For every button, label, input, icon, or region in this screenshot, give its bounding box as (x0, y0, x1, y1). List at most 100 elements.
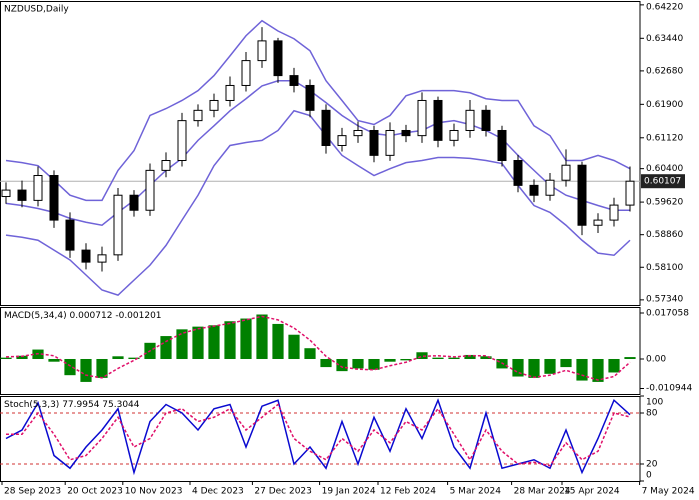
x-tick-label: 28 Sep 2023 (4, 487, 61, 497)
y-tick-label: 0.017058 (646, 309, 689, 319)
histogram-bar (192, 326, 204, 359)
histogram-bar (288, 334, 300, 359)
candle-body (209, 99, 219, 111)
candle-body (385, 129, 395, 156)
histogram-bar (0, 357, 12, 359)
histogram-bar (64, 358, 76, 376)
current-price-box (641, 174, 685, 189)
candle-body (81, 249, 91, 263)
histogram-bar (96, 358, 108, 378)
x-tick-label: 4 Dec 2023 (192, 487, 244, 497)
candle-body (369, 129, 379, 156)
y-tick-label: 0.61120 (646, 133, 683, 143)
histogram-bar (224, 321, 236, 359)
candle-body (609, 204, 619, 221)
histogram-bar (480, 356, 492, 359)
histogram-bar (576, 358, 588, 381)
y-tick-label: 0.59620 (646, 198, 683, 208)
y-tick-label: 80 (646, 409, 658, 419)
candle-body (33, 175, 43, 201)
candle-body (417, 99, 427, 137)
candle-body (497, 129, 507, 162)
histogram-bar (528, 358, 540, 378)
candle-body (65, 219, 75, 251)
histogram-bar (608, 358, 620, 373)
candle-body (321, 109, 331, 146)
candle-body (593, 219, 603, 226)
candle-body (257, 40, 267, 62)
panel-frame (0, 307, 641, 395)
line-series (5, 315, 631, 381)
histogram-bar (272, 323, 284, 359)
histogram-bar (464, 354, 476, 359)
y-tick-label: 0.63440 (646, 34, 683, 44)
histogram-bar (160, 336, 172, 359)
indicator-value: -0.001201 (115, 311, 161, 321)
candle-body (129, 194, 139, 211)
candle-body (433, 99, 443, 141)
y-tick-label: 0.64220 (646, 3, 683, 13)
line-series (5, 398, 631, 476)
y-tick-label: 0.62680 (646, 66, 683, 76)
x-tick-label: 15 Apr 2024 (564, 487, 620, 497)
y-tick-label: 0.57340 (646, 295, 683, 305)
histogram-bar (512, 358, 524, 377)
candle-body (401, 129, 411, 137)
x-tick-label: 28 Mar 2024 (514, 487, 571, 497)
candle-body (1, 189, 11, 198)
line-series (5, 19, 631, 202)
histogram-bar (176, 329, 188, 359)
x-tick-label: 20 Oct 2023 (67, 487, 123, 497)
histogram-bar (256, 314, 268, 359)
panel-frame (0, 396, 641, 482)
y-tick-label: 0.60400 (646, 164, 683, 174)
indicator-name: MACD(5,34,4) (4, 311, 67, 321)
candle-body (465, 109, 475, 131)
indicator-name: Stoch(5,3,3) (4, 400, 59, 410)
histogram-bar (48, 358, 60, 362)
candle-body (193, 109, 203, 122)
x-tick-label: 27 Dec 2023 (254, 487, 312, 497)
candle-body (545, 179, 555, 196)
line-series (5, 109, 631, 296)
x-tick-label: 7 May 2024 (642, 487, 695, 497)
x-tick-label: 5 Mar 2024 (450, 487, 502, 497)
histogram-bar (336, 358, 348, 372)
candle-body (161, 160, 171, 171)
y-tick-label: 0 (646, 471, 652, 481)
candle-body (337, 135, 347, 146)
x-tick-label: 19 Jan 2024 (322, 487, 376, 497)
candle-body (113, 194, 123, 256)
x-tick-label: 10 Nov 2023 (125, 487, 183, 497)
candle-body (225, 84, 235, 101)
histogram-bar (384, 358, 396, 362)
candle-body (529, 184, 539, 196)
indicator-value: 0.000712 (70, 311, 113, 321)
y-tick-label: 100 (646, 398, 663, 408)
y-tick-label: 20 (646, 460, 658, 470)
histogram-bar (544, 358, 556, 374)
candle-body (273, 40, 283, 77)
histogram-bar (80, 358, 92, 382)
indicator-title: MACD(5,34,4) 0.000712 -0.001201 (4, 311, 162, 321)
candle-body (97, 254, 107, 263)
candle-body (241, 60, 251, 86)
y-tick-label: 0.61900 (646, 100, 683, 110)
plot (0, 398, 640, 476)
histogram-bar (320, 358, 332, 368)
candle-body (561, 164, 571, 181)
candle-body (481, 109, 491, 131)
histogram-bar (16, 355, 28, 359)
line-series (5, 80, 630, 227)
candle-body (625, 180, 635, 206)
line-series (6, 403, 631, 467)
plot (0, 19, 640, 296)
indicator-value: 77.9954 (62, 400, 99, 410)
histogram-bar (592, 358, 604, 382)
chart-title: NZDUSD,Daily (4, 5, 69, 15)
histogram-bar (128, 357, 140, 359)
candle-body (353, 129, 363, 137)
candle-body (49, 175, 59, 221)
candle-body (305, 84, 315, 111)
